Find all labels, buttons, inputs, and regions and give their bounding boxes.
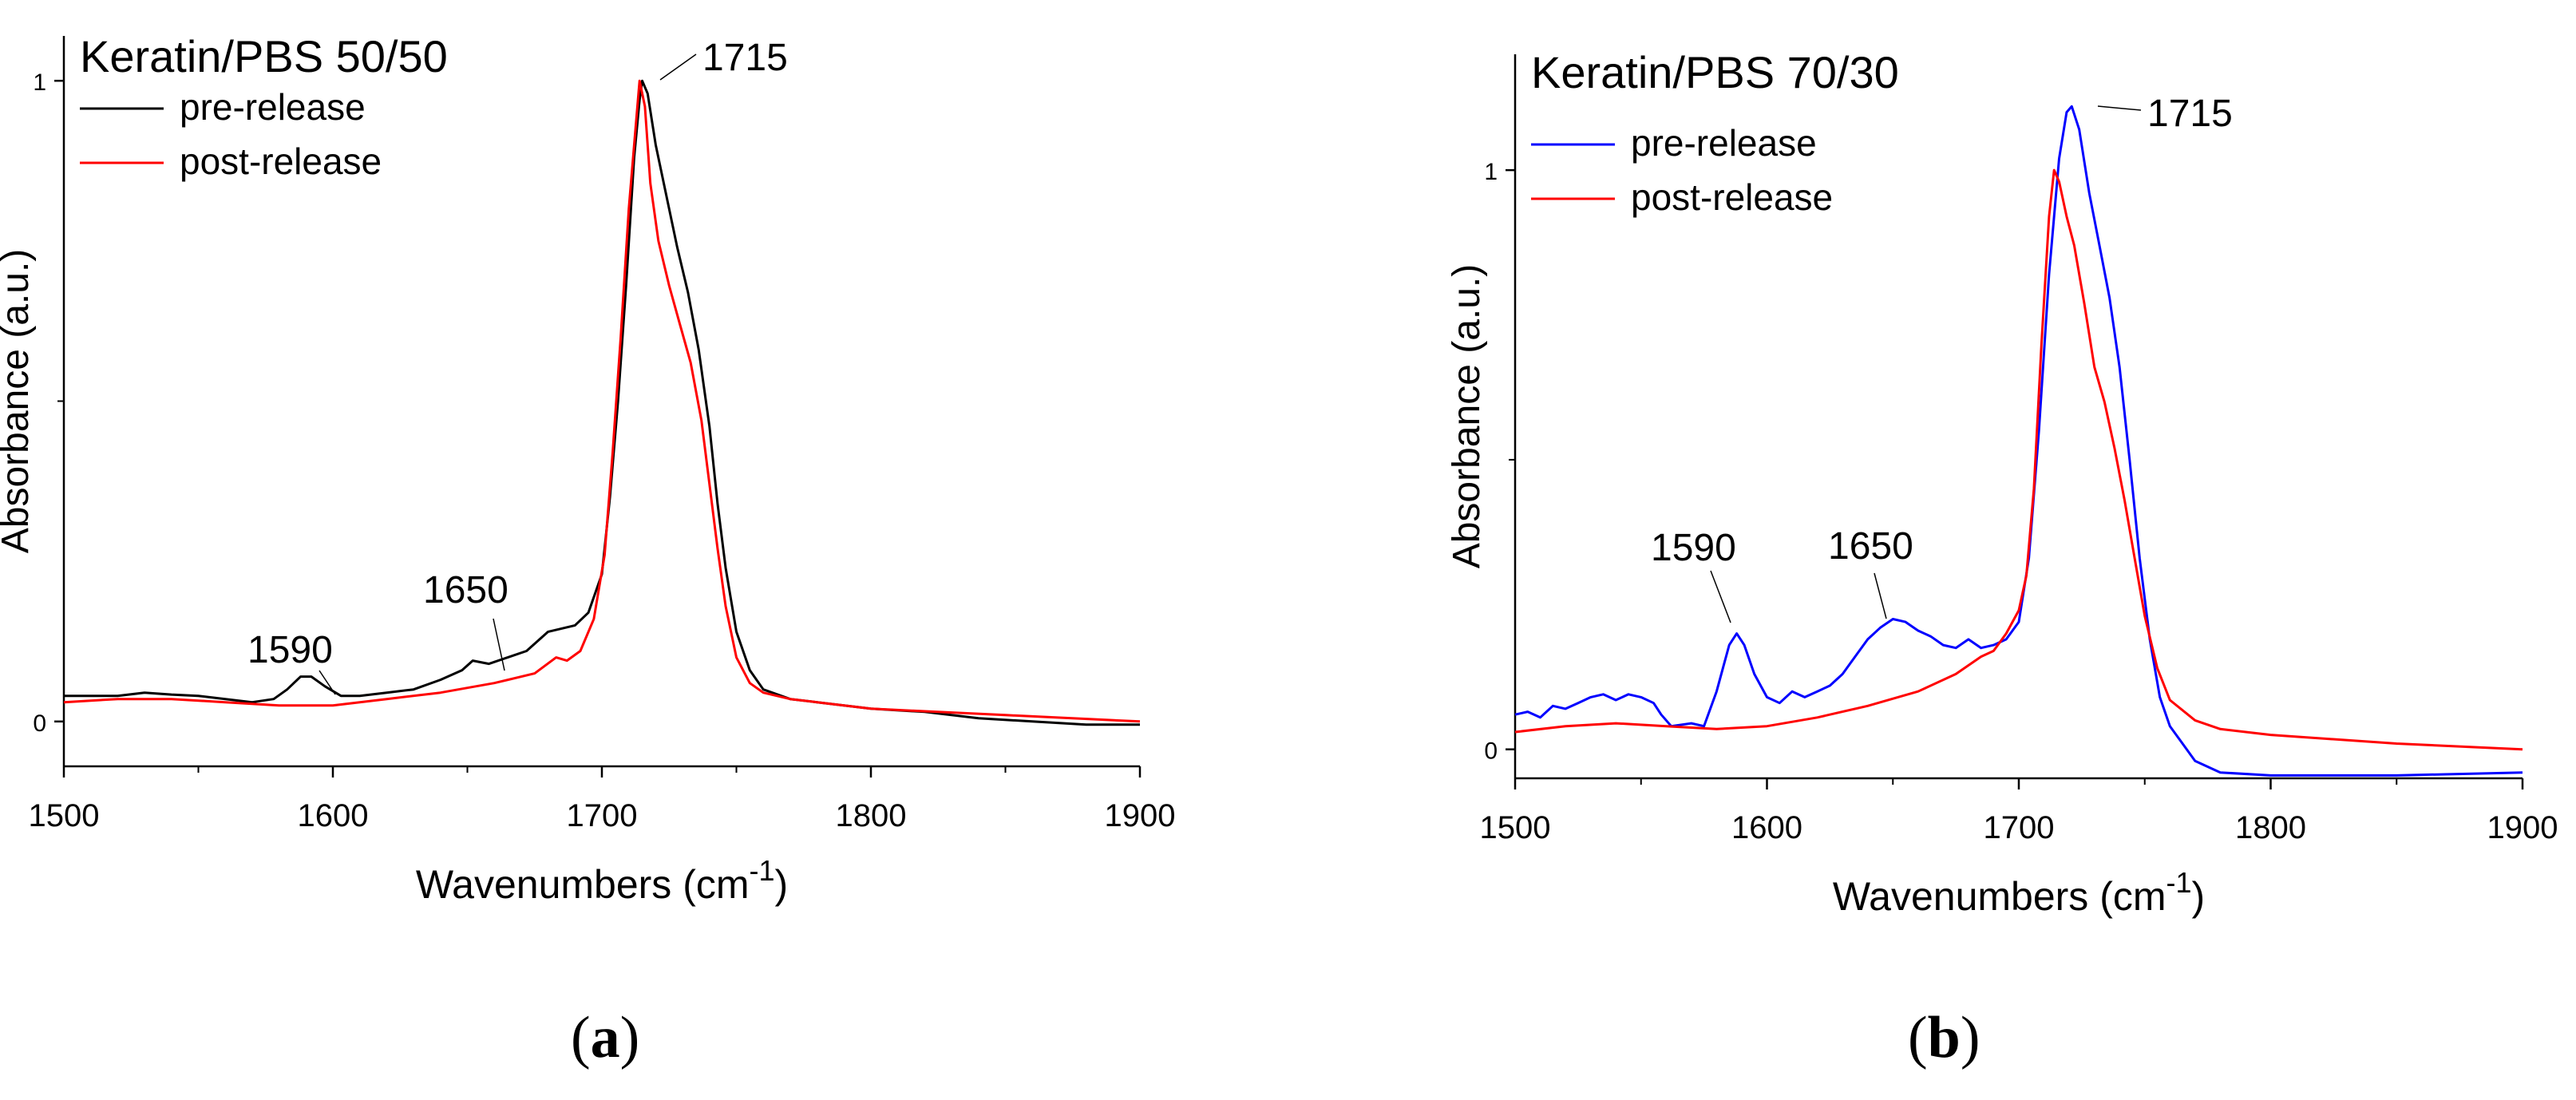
x-axis-label-close: ) [2192,874,2206,919]
annotation-leader [1874,572,1887,619]
x-tick-label: 1700 [1984,810,2055,845]
panel-b-label: (b) [1908,1005,1980,1070]
y-tick-label: 1 [33,69,46,96]
x-tick-label: 1800 [2235,810,2306,845]
annotation-leader [319,670,336,695]
annotation-leader [659,53,697,81]
x-axis-label: Wavenumbers (cm-1) [1833,866,2205,919]
chart-panel-b: 1500 1600 1700 1800 1900 0 1 Keratin/PBS 70/30 p… [1446,47,2558,919]
x-tick-label: 1600 [298,798,369,833]
annotation-leader [2097,105,2142,111]
chart-title: Keratin/PBS 50/50 [80,31,448,81]
y-axis-label: Absorbance (a.u.) [0,249,37,554]
y-tick-label: 0 [1484,738,1498,765]
series-line-post-release [63,79,1141,723]
legend-label: pre-release [180,86,366,128]
peak-annotation: 1590 [247,629,333,671]
x-axis-label-sup: -1 [750,854,775,887]
y-axis-label: Absorbance (a.u.) [1446,264,1488,569]
x-tick-label: 1900 [1105,798,1176,833]
panel-a-label: (a) [571,1005,640,1070]
x-tick-label: 1900 [2487,810,2558,845]
x-tick-label: 1600 [1731,810,1802,845]
y-tick-label: 0 [33,710,46,737]
peak-annotation: 1590 [1651,527,1736,569]
x-tick-label: 1500 [1480,810,1551,845]
x-axis-label-sup: -1 [2166,866,2192,899]
peak-annotation: 1650 [423,569,508,611]
peak-annotation: 1715 [702,37,788,79]
x-tick-label: 1800 [836,798,907,833]
y-tick-label: 1 [1484,159,1498,185]
peak-annotation: 1650 [1828,525,1913,568]
series-line-pre-release [1514,105,2523,777]
legend-label: post-release [180,140,382,182]
x-axis-label-close: ) [775,862,789,907]
chart-panel-a: 1500 1600 1700 1800 1900 0 1 Keratin/PBS 50/50 p… [0,31,1175,907]
annotation-leader [1710,570,1731,623]
legend-label: post-release [1631,176,1833,218]
x-axis-label-main: Wavenumbers (cm [416,862,750,907]
x-tick-label: 1700 [567,798,638,833]
chart-title: Keratin/PBS 70/30 [1531,47,1899,97]
x-tick-label: 1500 [29,798,100,833]
x-axis-label-main: Wavenumbers (cm [1833,874,2166,919]
legend-label: pre-release [1631,122,1817,164]
peak-annotation: 1715 [2147,93,2233,135]
series-line-post-release [1514,168,2523,751]
annotation-leader [493,618,505,671]
x-axis-label: Wavenumbers (cm-1) [416,854,788,907]
